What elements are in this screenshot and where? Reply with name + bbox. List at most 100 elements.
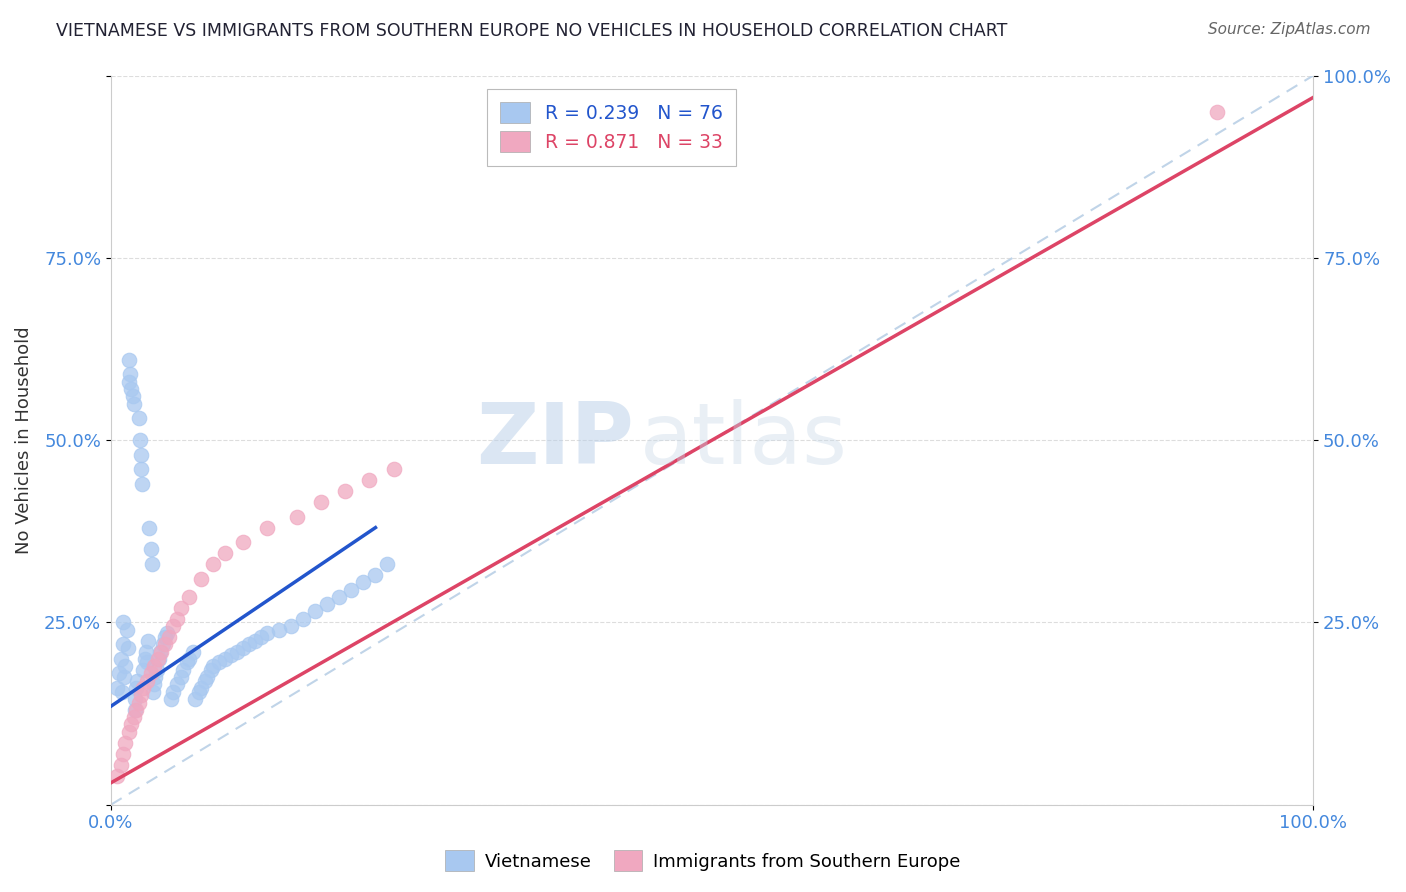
Point [170, 670, 193, 684]
Point [1206, 105, 1229, 120]
Point [143, 659, 166, 673]
Point [179, 590, 201, 604]
Point [202, 557, 225, 571]
Point [128, 696, 150, 710]
Point [152, 637, 174, 651]
Point [166, 677, 188, 691]
Text: ZIP: ZIP [477, 399, 634, 482]
Point [145, 663, 167, 677]
Point [153, 637, 176, 651]
Point [129, 688, 152, 702]
Point [114, 659, 136, 673]
Point [184, 692, 207, 706]
Point [111, 684, 134, 698]
Point [214, 546, 236, 560]
Point [292, 612, 315, 626]
Point [124, 703, 146, 717]
Point [132, 663, 155, 677]
Point [382, 462, 405, 476]
Point [157, 630, 180, 644]
Point [256, 520, 278, 534]
Point [269, 623, 291, 637]
Point [111, 637, 134, 651]
Point [117, 640, 139, 655]
Point [304, 604, 326, 618]
Point [148, 652, 170, 666]
Point [122, 710, 145, 724]
Legend: R = 0.239   N = 76, R = 0.871   N = 33: R = 0.239 N = 76, R = 0.871 N = 33 [486, 88, 737, 166]
Point [129, 462, 152, 476]
Point [195, 670, 218, 684]
Point [108, 666, 131, 681]
Point [153, 630, 176, 644]
Legend: Vietnamese, Immigrants from Southern Europe: Vietnamese, Immigrants from Southern Eur… [439, 843, 967, 879]
Point [118, 352, 141, 367]
Point [118, 375, 141, 389]
Point [311, 495, 333, 509]
Point [139, 666, 162, 681]
Point [352, 575, 374, 590]
Point [170, 600, 193, 615]
Point [364, 568, 387, 582]
Point [200, 663, 222, 677]
Point [136, 656, 159, 670]
Point [256, 626, 278, 640]
Point [190, 572, 212, 586]
Point [377, 557, 399, 571]
Point [146, 652, 169, 666]
Point [141, 557, 163, 571]
Point [179, 652, 201, 666]
Point [340, 582, 363, 597]
Point [150, 644, 173, 658]
Point [250, 630, 273, 644]
Point [135, 644, 157, 658]
Text: VIETNAMESE VS IMMIGRANTS FROM SOUTHERN EUROPE NO VEHICLES IN HOUSEHOLD CORRELATI: VIETNAMESE VS IMMIGRANTS FROM SOUTHERN E… [56, 22, 1008, 40]
Point [124, 692, 146, 706]
Point [128, 411, 150, 425]
Point [139, 542, 162, 557]
Point [187, 684, 209, 698]
Point [120, 717, 142, 731]
Point [172, 663, 194, 677]
Point [136, 673, 159, 688]
Point [128, 433, 150, 447]
Point [285, 509, 308, 524]
Point [208, 656, 231, 670]
Point [162, 619, 184, 633]
Point [114, 736, 136, 750]
Point [120, 382, 142, 396]
Point [127, 673, 149, 688]
Point [134, 652, 156, 666]
Point [136, 633, 159, 648]
Point [125, 703, 148, 717]
Point [160, 692, 183, 706]
Point [145, 670, 167, 684]
Point [226, 644, 249, 658]
Point [138, 520, 160, 534]
Point [149, 644, 172, 658]
Point [110, 652, 132, 666]
Point [166, 612, 188, 626]
Point [120, 368, 142, 382]
Point [214, 652, 236, 666]
Point [181, 644, 204, 658]
Point [238, 637, 260, 651]
Point [129, 448, 152, 462]
Point [245, 633, 267, 648]
Point [111, 615, 134, 630]
Point [316, 597, 339, 611]
Point [194, 673, 217, 688]
Point [162, 684, 184, 698]
Point [328, 590, 350, 604]
Point [110, 757, 132, 772]
Point [105, 768, 128, 782]
Point [105, 681, 128, 695]
Point [118, 724, 141, 739]
Point [131, 476, 153, 491]
Y-axis label: No Vehicles in Household: No Vehicles in Household [15, 326, 32, 554]
Point [176, 656, 198, 670]
Text: atlas: atlas [640, 399, 848, 482]
Point [111, 747, 134, 761]
Point [280, 619, 302, 633]
Point [190, 681, 212, 695]
